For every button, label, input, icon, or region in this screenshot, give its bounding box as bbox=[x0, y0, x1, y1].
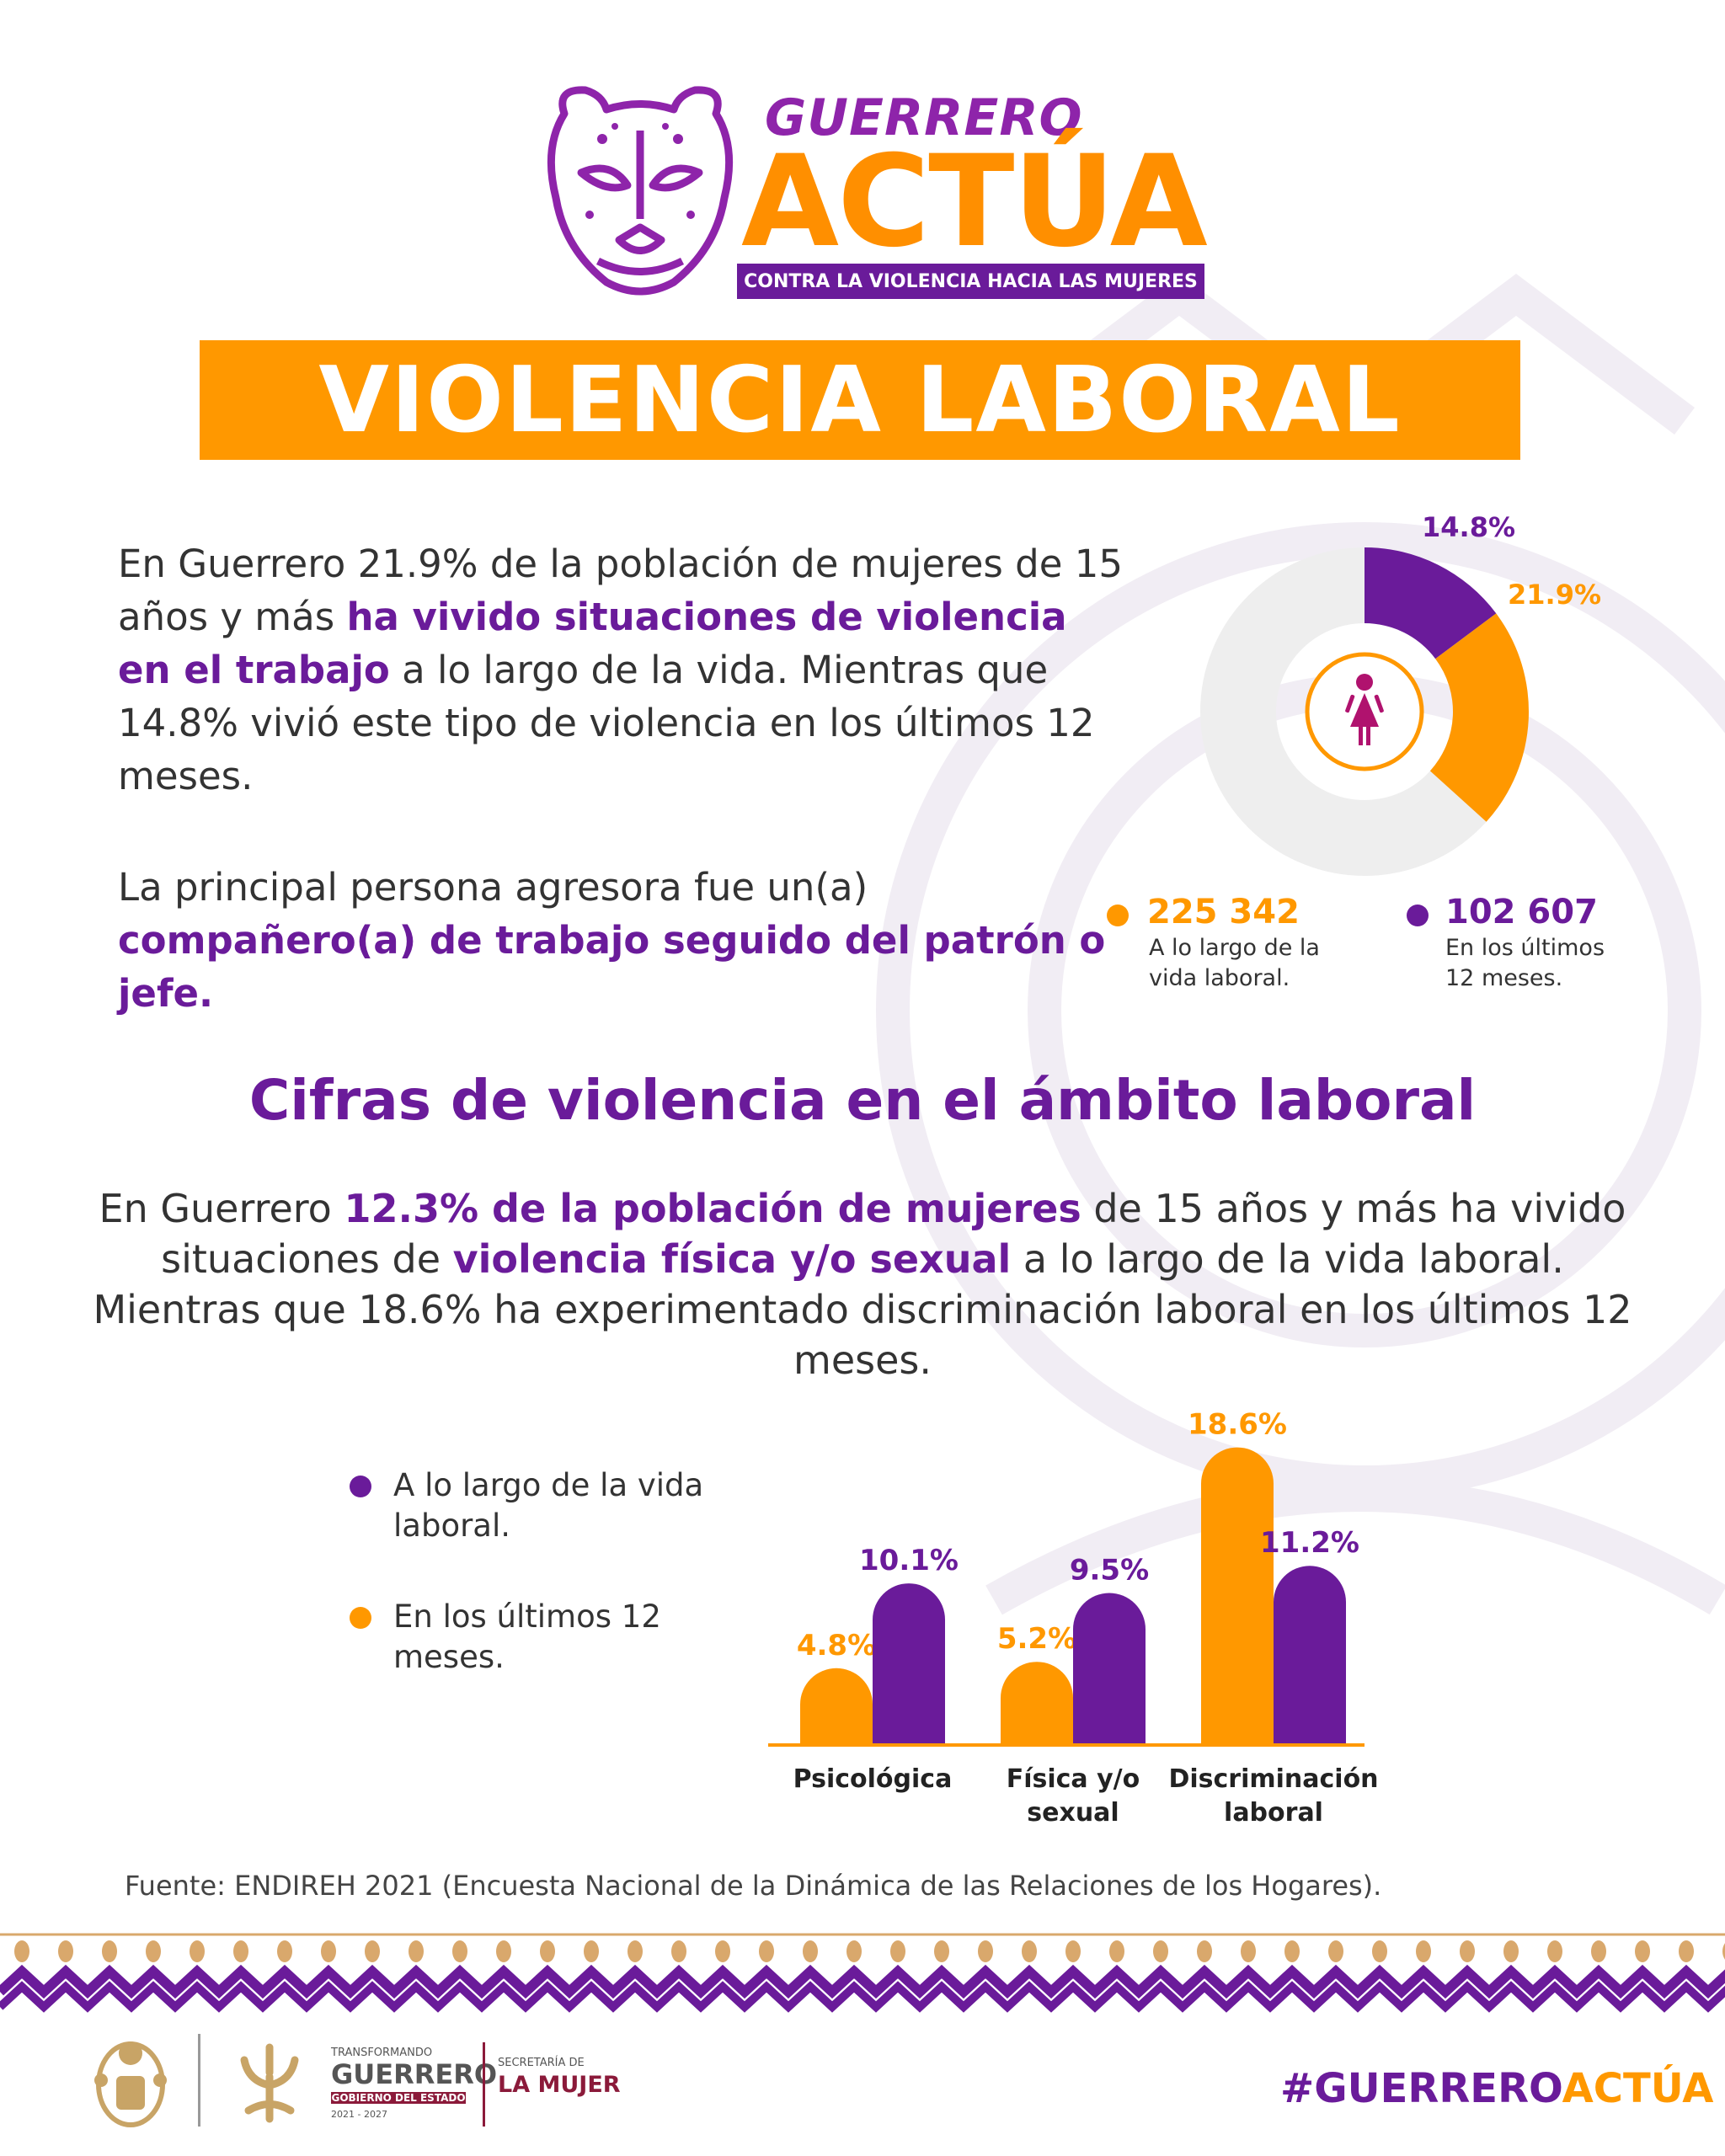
brand-top-word: GUERRERO bbox=[765, 88, 1083, 147]
legend-dot-purple bbox=[350, 1476, 371, 1497]
donut-label-purple: 14.8% bbox=[1422, 511, 1516, 543]
aggressor-text: La principal persona agresora fue un(a) bbox=[118, 865, 868, 910]
legend-dot-orange bbox=[350, 1607, 371, 1629]
footer-divider-2 bbox=[483, 2042, 485, 2127]
bar-chart-svg: 4.8% 10.1% Psicológica 5.2% 9.5% Física y/o se… bbox=[768, 1408, 1379, 1828]
bar-last-12-months-2 bbox=[1001, 1662, 1073, 1745]
stat-number: 102 607 bbox=[1445, 893, 1598, 931]
stat-desc-line2: vida laboral. bbox=[1149, 965, 1290, 991]
donut-slice-1 bbox=[1365, 547, 1497, 659]
donut-svg bbox=[1200, 547, 1529, 876]
figures-highlight-1: 12.3% de la población de mujeres bbox=[344, 1186, 1081, 1231]
legend-label: A lo largo de la vida laboral. bbox=[393, 1467, 704, 1544]
bar-value-label: 5.2% bbox=[997, 1622, 1076, 1656]
stat-number: 225 342 bbox=[1147, 893, 1300, 931]
stat-dot-orange bbox=[1107, 905, 1129, 926]
tree-logo-icon bbox=[240, 2043, 299, 2123]
figures-paragraph: En Guerrero 12.3% de la población de muj… bbox=[76, 1183, 1649, 1385]
woman-icon bbox=[1345, 674, 1384, 745]
decorative-border-pattern bbox=[0, 1933, 1725, 2013]
sec-main-text: LA MUJER bbox=[498, 2072, 621, 2098]
category-label: laboral bbox=[1224, 1798, 1323, 1828]
page-title: VIOLENCIA LABORAL bbox=[318, 347, 1402, 453]
bar-lifetime-2 bbox=[1073, 1593, 1146, 1745]
figures-highlight-2: violencia física y/o sexual bbox=[452, 1236, 1012, 1282]
bar-last-12-months-1 bbox=[800, 1668, 873, 1745]
hashtag: #GUERREROACTÚA bbox=[1280, 2065, 1713, 2112]
intro-highlight: ha vivido situaciones de violencia en el… bbox=[118, 595, 1067, 692]
gob-sub-text: GOBIERNO DEL ESTADO bbox=[331, 2092, 466, 2104]
intro-text-2: a lo largo de la vida. Mientras que 14.8… bbox=[118, 648, 1095, 798]
gob-top-text: TRANSFORMANDO bbox=[331, 2047, 433, 2059]
state-seal-icon bbox=[94, 2041, 167, 2127]
hashtag-part-2: ACTÚA bbox=[1562, 2065, 1714, 2112]
sec-top-text: SECRETARÍA DE bbox=[498, 2057, 585, 2069]
jaguar-icon bbox=[547, 86, 734, 296]
aggressor-paragraph: La principal persona agresora fue un(a) … bbox=[118, 861, 1129, 1020]
stat-last-12-months: 102 607 En los últimos 12 meses. bbox=[1407, 893, 1659, 994]
figures-text-1: En Guerrero bbox=[99, 1186, 344, 1231]
category-label: Física y/o bbox=[1007, 1764, 1140, 1794]
donut-label-orange: 21.9% bbox=[1508, 579, 1602, 611]
bar-last-12-months-3 bbox=[1201, 1447, 1274, 1745]
bar-chart: 4.8% 10.1% Psicológica 5.2% 9.5% Física y/o se… bbox=[758, 1364, 1432, 1836]
legend-label: En los últimos 12 meses. bbox=[393, 1598, 661, 1675]
category-label: sexual bbox=[1027, 1798, 1119, 1828]
hashtag-part-1: #GUERRERO bbox=[1280, 2065, 1562, 2112]
stat-desc-line2: 12 meses. bbox=[1445, 965, 1563, 991]
stat-dot-purple bbox=[1407, 905, 1429, 926]
intro-text-1: En Guerrero 21.9% de la población de muj… bbox=[118, 542, 1123, 639]
stat-desc-line1: A lo largo de la bbox=[1149, 935, 1320, 961]
footer-divider bbox=[198, 2034, 200, 2127]
gob-years-text: 2021 - 2027 bbox=[331, 2109, 387, 2120]
stat-desc-line1: En los últimos bbox=[1445, 935, 1605, 961]
title-banner: VIOLENCIA LABORAL bbox=[200, 340, 1520, 460]
bar-value-label: 10.1% bbox=[859, 1544, 959, 1577]
section-title: Cifras de violencia en el ámbito laboral bbox=[248, 1068, 1477, 1133]
footer-logos: TRANSFORMANDO GUERRERO GOBIERNO DEL ESTA… bbox=[84, 2030, 674, 2131]
source-note: Fuente: ENDIREH 2021 (Encuesta Nacional … bbox=[125, 1870, 1382, 1902]
figures-text-3: a lo largo de la vida laboral. Mientras … bbox=[93, 1236, 1632, 1383]
bar-lifetime-1 bbox=[873, 1583, 945, 1745]
bar-value-label: 9.5% bbox=[1070, 1554, 1149, 1588]
donut-chart: 14.8% 21.9% bbox=[1196, 510, 1602, 914]
brand-tagline: CONTRA LA VIOLENCIA HACIA LAS MUJERES bbox=[737, 264, 1204, 299]
gob-main-text: GUERRERO bbox=[331, 2058, 498, 2090]
bar-value-label: 4.8% bbox=[797, 1629, 876, 1662]
brand-logo: GUERRERO ACTÚA CONTRA LA VIOLENCIA HACIA… bbox=[539, 80, 1238, 307]
category-label: Psicológica bbox=[793, 1764, 953, 1794]
aggressor-highlight: compañero(a) de trabajo seguido del patr… bbox=[118, 918, 1106, 1016]
background-watermark bbox=[876, 274, 1725, 1615]
donut-slice-2 bbox=[1429, 613, 1529, 822]
category-label: Discriminación bbox=[1168, 1764, 1378, 1794]
brand-main-word: ACTÚA bbox=[741, 129, 1208, 275]
figures-text-2: de 15 años y más ha vivido situaciones d… bbox=[161, 1186, 1626, 1282]
bar-value-label: 18.6% bbox=[1188, 1408, 1287, 1442]
bar-value-label: 11.2% bbox=[1260, 1526, 1359, 1560]
stat-lifetime: 225 342 A lo largo de la vida laboral. bbox=[1103, 893, 1356, 994]
bar-lifetime-3 bbox=[1274, 1566, 1346, 1745]
intro-paragraph: En Guerrero 21.9% de la población de muj… bbox=[118, 537, 1129, 803]
